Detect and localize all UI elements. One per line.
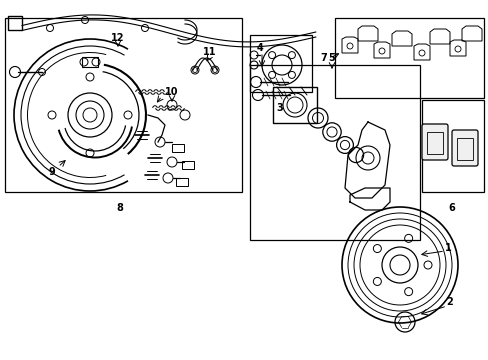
Text: 1: 1 [444,243,450,253]
Bar [182,161,194,169]
FancyBboxPatch shape [451,130,477,166]
Bar [421,100,483,192]
Bar [426,132,442,154]
Text: 11: 11 [203,47,216,57]
Bar [5,18,242,192]
Bar [172,144,183,152]
Text: 9: 9 [48,167,55,177]
Text: 4: 4 [256,43,263,53]
Text: 5: 5 [328,53,335,63]
Text: 12: 12 [111,33,124,43]
Text: 2: 2 [446,297,452,307]
Text: 7: 7 [320,53,326,63]
Bar [82,57,98,67]
Bar [456,138,472,160]
Text: 6: 6 [447,203,454,213]
Bar [249,65,419,240]
Text: 10: 10 [165,87,179,97]
Bar [176,178,187,186]
Text: 8: 8 [116,203,123,213]
Text: 3: 3 [276,103,283,113]
Bar [249,35,311,92]
Bar [8,16,22,30]
Bar [334,18,483,98]
FancyBboxPatch shape [421,124,447,160]
Bar [272,87,316,123]
